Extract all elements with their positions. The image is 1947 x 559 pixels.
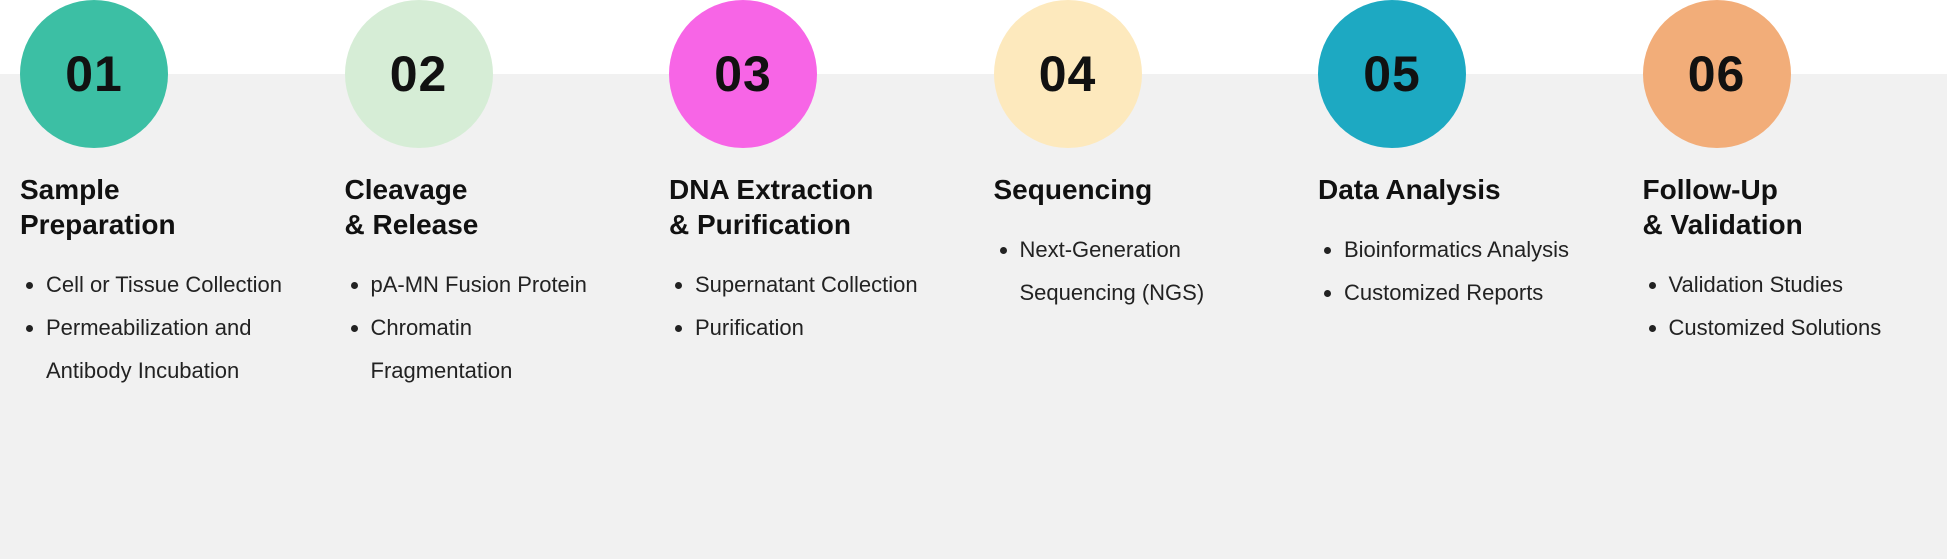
step-items: Next-Generation Sequencing (NGS) [994, 229, 1279, 315]
step-item: Permeabilization and Antibody Incubation [46, 307, 305, 393]
step-item: Chromatin Fragmentation [371, 307, 630, 393]
step-circle: 02 [345, 0, 493, 148]
step-items: Validation StudiesCustomized Solutions [1643, 264, 1892, 350]
step-number: 03 [714, 45, 772, 103]
step-title: Follow-Up & Validation [1643, 172, 1803, 242]
step-title: Data Analysis [1318, 172, 1501, 207]
step-item: Cell or Tissue Collection [46, 264, 305, 307]
step-title: Sequencing [994, 172, 1153, 207]
step-item: pA-MN Fusion Protein [371, 264, 630, 307]
step-item: Next-Generation Sequencing (NGS) [1020, 229, 1279, 315]
step-item: Bioinformatics Analysis [1344, 229, 1579, 272]
step-item: Purification [695, 307, 928, 350]
step-6: 06 Follow-Up & Validation Validation Studi… [1643, 0, 1928, 350]
step-3: 03 DNA Extraction & Purification Supernata… [669, 0, 954, 350]
step-4: 04 Sequencing Next-Generation Sequencing (… [994, 0, 1279, 315]
step-title: DNA Extraction & Purification [669, 172, 873, 242]
step-items: Cell or Tissue CollectionPermeabilizatio… [20, 264, 305, 393]
step-items: Supernatant CollectionPurification [669, 264, 928, 350]
step-title: Sample Preparation [20, 172, 176, 242]
step-circle: 04 [994, 0, 1142, 148]
step-item: Validation Studies [1669, 264, 1892, 307]
step-circle: 06 [1643, 0, 1791, 148]
step-2: 02 Cleavage & Release pA-MN Fusion Protein… [345, 0, 630, 393]
step-number: 05 [1363, 45, 1421, 103]
step-item: Customized Solutions [1669, 307, 1892, 350]
step-number: 04 [1039, 45, 1097, 103]
step-circle: 05 [1318, 0, 1466, 148]
step-title: Cleavage & Release [345, 172, 479, 242]
step-circle: 03 [669, 0, 817, 148]
step-number: 02 [390, 45, 448, 103]
step-5: 05 Data Analysis Bioinformatics AnalysisCu… [1318, 0, 1603, 315]
step-number: 06 [1688, 45, 1746, 103]
process-infographic: 01 Sample Preparation Cell or Tissue Colle… [0, 0, 1947, 559]
step-items: Bioinformatics AnalysisCustomized Report… [1318, 229, 1579, 315]
step-circle: 01 [20, 0, 168, 148]
step-1: 01 Sample Preparation Cell or Tissue Colle… [20, 0, 305, 393]
step-items: pA-MN Fusion ProteinChromatin Fragmentat… [345, 264, 630, 393]
step-number: 01 [65, 45, 123, 103]
step-item: Supernatant Collection [695, 264, 928, 307]
steps-row: 01 Sample Preparation Cell or Tissue Colle… [0, 0, 1947, 393]
step-item: Customized Reports [1344, 272, 1579, 315]
